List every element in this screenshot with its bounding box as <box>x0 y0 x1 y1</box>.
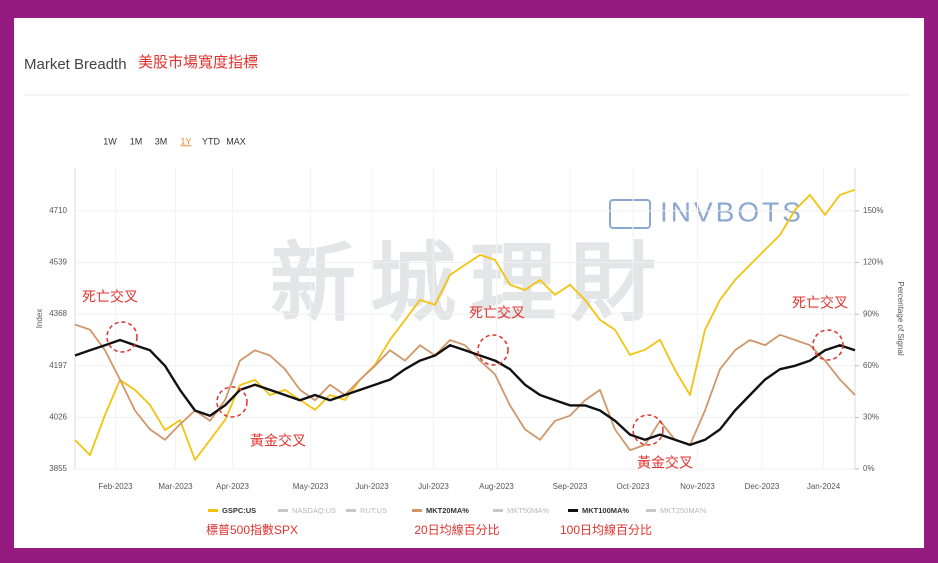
cross-marker <box>812 329 844 361</box>
legend-swatch <box>493 509 503 512</box>
legend-label: GSPC:US <box>222 506 256 515</box>
x-tick-label: Sep-2023 <box>553 482 588 491</box>
y2-tick-label: 90% <box>863 309 879 318</box>
series-line <box>74 338 856 447</box>
panel <box>14 18 924 548</box>
annotation: 黃金交叉 <box>637 455 693 471</box>
cross-marker <box>632 414 664 446</box>
range-button[interactable]: 1Y <box>180 136 191 146</box>
legend-swatch <box>412 509 422 512</box>
y2-tick-label: 0% <box>863 464 875 473</box>
cross-marker <box>106 321 138 353</box>
y-tick-label: 4197 <box>49 361 67 370</box>
logo: INVBOTS <box>660 196 804 227</box>
series-line <box>74 188 856 461</box>
subtitle: 美股市場寬度指標 <box>138 53 258 71</box>
legend-label: MKT100MA% <box>582 506 629 515</box>
x-tick-label: Aug-2023 <box>479 482 514 491</box>
title: Market Breadth <box>24 56 127 73</box>
y-tick-label: 4026 <box>49 412 67 421</box>
legend-label: RUT:US <box>360 506 387 515</box>
range-button[interactable]: 1M <box>130 136 143 146</box>
legend-swatch <box>346 509 356 512</box>
x-tick-label: May-2023 <box>293 482 329 491</box>
legend-label: NASDAQ:US <box>292 506 336 515</box>
legend-label: MKT50MA% <box>507 506 549 515</box>
watermark: 新城理財 <box>270 236 670 332</box>
y2-axis-label: Percentage of Signal <box>896 281 905 355</box>
x-tick-label: Apr-2023 <box>216 482 249 491</box>
y2-tick-label: 30% <box>863 413 879 422</box>
annotation: 死亡交叉 <box>82 289 138 305</box>
series-note: 20日均線百分比 <box>414 522 499 537</box>
legend-swatch <box>208 509 218 512</box>
y2-tick-label: 60% <box>863 361 879 370</box>
legend-swatch <box>568 509 578 512</box>
y2-tick-label: 120% <box>863 258 883 267</box>
x-tick-label: Oct-2023 <box>617 482 650 491</box>
x-tick-label: Jan-2024 <box>807 482 841 491</box>
logo-icon <box>609 199 651 229</box>
series-note: 100日均線百分比 <box>560 522 652 537</box>
annotation: 死亡交叉 <box>792 295 848 311</box>
x-tick-label: Mar-2023 <box>158 482 193 491</box>
cross-marker <box>216 386 248 418</box>
y-tick-label: 4368 <box>49 309 67 318</box>
x-tick-label: Nov-2023 <box>680 482 715 491</box>
x-tick-label: Feb-2023 <box>98 482 133 491</box>
y-axis-label: Index <box>35 309 44 329</box>
y2-tick-label: 150% <box>863 206 883 215</box>
x-tick-label: Dec-2023 <box>745 482 780 491</box>
legend-label: MKT250MA% <box>660 506 707 515</box>
cross-marker <box>477 334 509 366</box>
legend-swatch <box>646 509 656 512</box>
range-button[interactable]: MAX <box>226 136 246 146</box>
x-tick-label: Jun-2023 <box>355 482 389 491</box>
range-button[interactable]: 1W <box>103 136 117 146</box>
range-button[interactable]: 3M <box>155 136 168 146</box>
y-tick-label: 4710 <box>49 206 67 215</box>
range-button[interactable]: YTD <box>202 136 221 146</box>
x-tick-label: Jul-2023 <box>418 482 449 491</box>
series-note: 標普500指數SPX <box>206 522 298 537</box>
series-line <box>74 323 856 451</box>
y-tick-label: 4539 <box>49 258 67 267</box>
y-tick-label: 3855 <box>49 464 67 473</box>
legend-swatch <box>278 509 288 512</box>
legend-label: MKT20MA% <box>426 506 469 515</box>
annotation: 死亡交叉 <box>469 305 525 321</box>
annotation: 黃金交叉 <box>250 433 306 449</box>
